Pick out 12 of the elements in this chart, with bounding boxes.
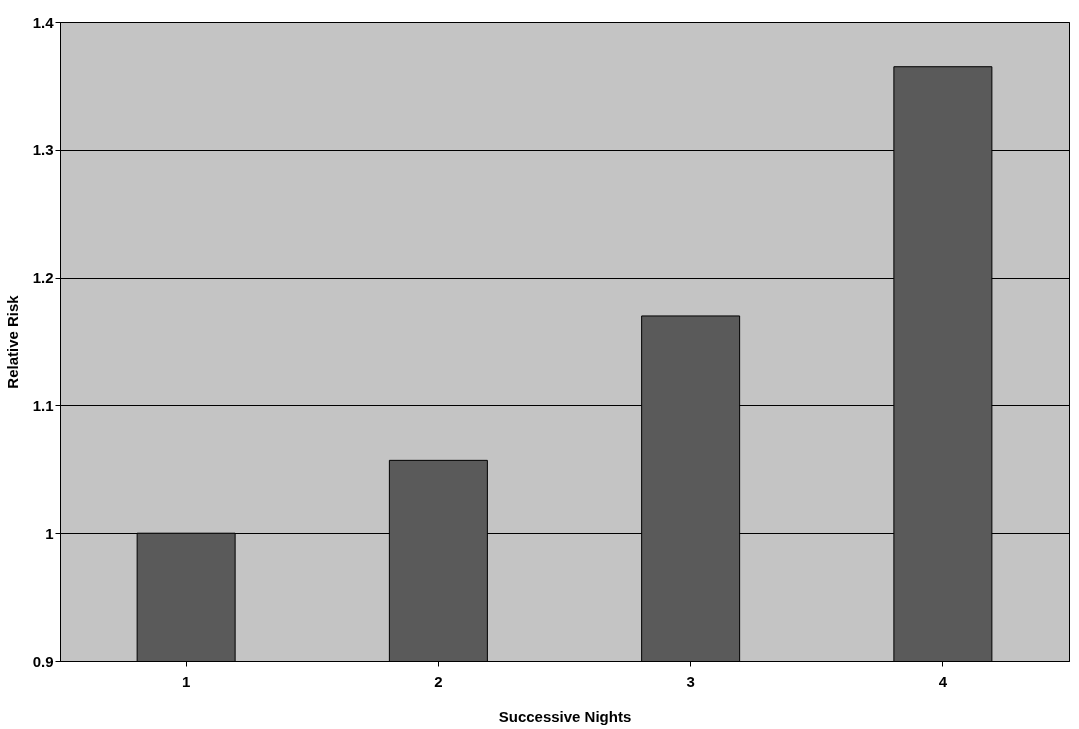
y-tick-label: 0.9 bbox=[32, 652, 54, 670]
x-tick-label: 2 bbox=[434, 672, 443, 690]
y-tick-label: 1.4 bbox=[32, 13, 55, 31]
y-tick-label: 1.1 bbox=[32, 396, 54, 414]
x-tick-label: 4 bbox=[938, 672, 948, 690]
y-axis-title: Relative Risk bbox=[3, 294, 21, 389]
y-tick-label: 1.3 bbox=[32, 141, 54, 159]
y-tick-label: 1 bbox=[45, 524, 54, 542]
x-tick-label: 3 bbox=[686, 672, 695, 690]
x-axis-title: Successive Nights bbox=[498, 707, 632, 725]
x-tick-label: 1 bbox=[181, 672, 191, 690]
y-tick-label: 1.2 bbox=[32, 269, 54, 287]
